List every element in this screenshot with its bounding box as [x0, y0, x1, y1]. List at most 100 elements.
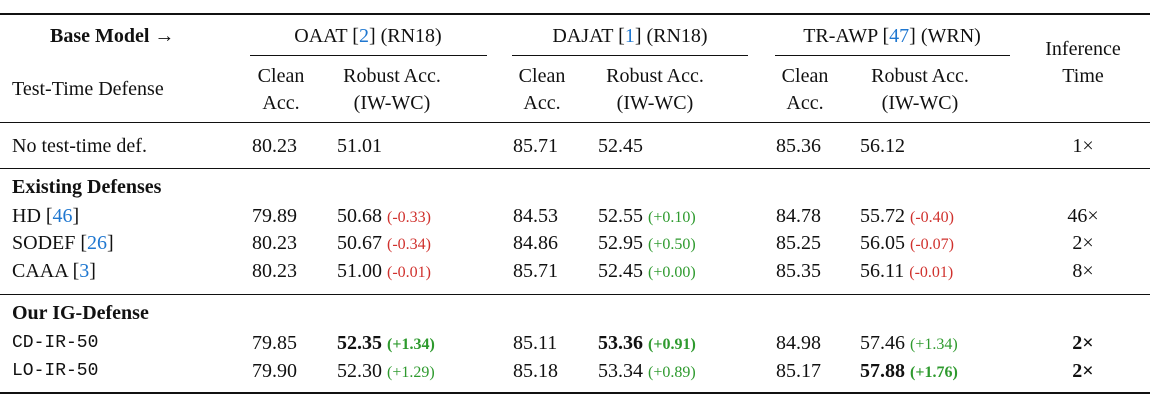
- bracket: ]: [72, 205, 80, 227]
- group-backbone: ] (RN18): [634, 25, 708, 47]
- robust-acc: 52.95 (+0.50): [598, 230, 696, 258]
- inference-time: 2×: [1072, 332, 1094, 354]
- robust-value: 55.72: [860, 205, 905, 227]
- clean-acc: 80.23: [252, 135, 297, 157]
- clean-acc: 85.71: [513, 260, 558, 282]
- robust-acc: 57.46 (+1.34): [860, 330, 958, 358]
- inference-header: Time: [1062, 65, 1104, 87]
- robust-acc-header: (IW-WC): [881, 92, 959, 114]
- robust-acc: 50.68 (-0.33): [337, 203, 431, 231]
- robust-value: 52.45: [598, 135, 643, 157]
- inference-time: 8×: [1072, 260, 1094, 282]
- robust-acc-header: Robust Acc.: [343, 65, 441, 87]
- robust-value: 57.88: [860, 360, 905, 382]
- robust-value: 52.95: [598, 232, 643, 254]
- row-name: SODEF [26]: [12, 230, 114, 256]
- robust-acc: 52.55 (+0.10): [598, 203, 696, 231]
- robust-delta: (+0.10): [648, 209, 696, 226]
- robust-value: 52.35: [337, 332, 382, 354]
- method-name: CAAA [: [12, 260, 80, 282]
- robust-delta: (+1.29): [387, 364, 435, 381]
- row-name: LO-IR-50: [12, 358, 98, 384]
- robust-acc: 53.34 (+0.89): [598, 358, 696, 386]
- robust-acc: 55.72 (-0.40): [860, 203, 954, 231]
- robust-acc: 52.45 (+0.00): [598, 258, 696, 286]
- base-model-label: Base Model →: [50, 25, 175, 47]
- clean-acc: 85.36: [776, 135, 821, 157]
- group-name: OAAT [: [294, 25, 359, 47]
- row-name: CAAA [3]: [12, 258, 96, 284]
- group-header: DAJAT [1] (RN18): [552, 23, 707, 49]
- citation: 1: [624, 25, 635, 47]
- robust-acc-header: Robust Acc.: [606, 65, 704, 87]
- robust-delta: (-0.01): [387, 264, 431, 281]
- clean-acc: 80.23: [252, 232, 297, 254]
- robust-value: 53.34: [598, 360, 643, 382]
- group-rule: [775, 55, 1010, 56]
- robust-value: 52.45: [598, 260, 643, 282]
- clean-acc: 85.25: [776, 232, 821, 254]
- group-header: TR-AWP [47] (WRN): [803, 23, 981, 49]
- robust-value: 50.67: [337, 232, 382, 254]
- clean-acc: 80.23: [252, 260, 297, 282]
- robust-value: 51.00: [337, 260, 382, 282]
- robust-delta: (-0.34): [387, 236, 431, 253]
- method-name: LO-IR-50: [12, 361, 99, 381]
- inference-time: 46×: [1067, 205, 1099, 227]
- citation: 3: [79, 260, 90, 282]
- clean-acc: 84.86: [513, 232, 558, 254]
- section-title: Our IG-Defense: [12, 302, 149, 324]
- robust-acc: 51.00 (-0.01): [337, 258, 431, 286]
- clean-acc: 84.53: [513, 205, 558, 227]
- inference-time: 2×: [1072, 232, 1094, 254]
- robust-acc: 52.35 (+1.34): [337, 330, 435, 358]
- row-name: HD [46]: [12, 203, 79, 229]
- group-backbone: ] (WRN): [909, 25, 981, 47]
- robust-acc: 52.45: [598, 133, 643, 159]
- bracket: ]: [107, 232, 114, 254]
- clean-acc: 85.71: [513, 135, 558, 157]
- clean-acc: 85.17: [776, 360, 821, 382]
- bracket: ]: [89, 260, 96, 282]
- test-time-defense-label: Test-Time Defense: [12, 78, 164, 100]
- robust-delta: (-0.07): [910, 236, 954, 253]
- mid-rule: [0, 168, 1150, 169]
- robust-value: 53.36: [598, 332, 643, 354]
- mid-rule: [0, 294, 1150, 295]
- row-name: CD-IR-50: [12, 330, 98, 356]
- clean-acc-header: Acc.: [786, 92, 824, 114]
- clean-acc: 79.89: [252, 205, 297, 227]
- robust-acc: 56.11 (-0.01): [860, 258, 953, 286]
- method-name: CD-IR-50: [12, 333, 99, 353]
- clean-acc: 79.90: [252, 360, 297, 382]
- clean-acc: 84.98: [776, 332, 821, 354]
- robust-acc-header: Robust Acc.: [871, 65, 969, 87]
- robust-delta: (+0.91): [648, 336, 696, 353]
- robust-delta: (+0.50): [648, 236, 696, 253]
- robust-acc: 53.36 (+0.91): [598, 330, 696, 358]
- robust-acc: 51.01: [337, 133, 382, 159]
- robust-acc-header: (IW-WC): [616, 92, 694, 114]
- top-rule: [0, 13, 1150, 15]
- robust-delta: (-0.01): [909, 264, 954, 281]
- robust-acc: 50.67 (-0.34): [337, 230, 431, 258]
- robust-delta: (-0.33): [387, 209, 431, 226]
- robust-delta: (+1.34): [910, 336, 958, 353]
- inference-time: 2×: [1072, 360, 1094, 382]
- robust-acc: 52.30 (+1.29): [337, 358, 435, 386]
- clean-acc-header: Clean: [518, 65, 566, 87]
- clean-acc: 85.18: [513, 360, 558, 382]
- robust-delta: (+1.34): [387, 336, 435, 353]
- robust-acc-header: (IW-WC): [353, 92, 431, 114]
- robust-value: 50.68: [337, 205, 382, 227]
- method-name: HD [: [12, 205, 53, 227]
- bottom-rule: [0, 392, 1150, 394]
- group-name: DAJAT [: [552, 25, 625, 47]
- group-name: TR-AWP [: [803, 25, 890, 47]
- citation: 47: [889, 25, 910, 47]
- citation: 46: [52, 205, 73, 227]
- citation: 2: [358, 25, 369, 47]
- inference-header: Inference: [1045, 38, 1121, 60]
- robust-delta: (+0.00): [648, 264, 696, 281]
